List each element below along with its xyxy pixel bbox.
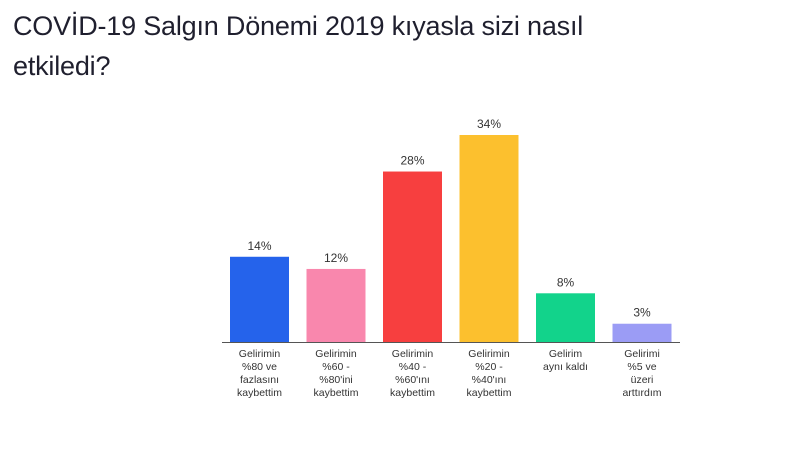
category-label-5: Gelirim aynı kaldı <box>543 348 588 373</box>
category-label-2-line-4: kaybettim <box>314 387 359 399</box>
category-label-1-line-1: Gelirimin <box>239 348 281 360</box>
bar-6 <box>612 323 672 342</box>
bars-group <box>230 135 672 342</box>
value-label-4: 34% <box>477 117 501 131</box>
chart-title-line-1: COVİD-19 Salgın Dönemi 2019 kıyasla sizi… <box>13 11 584 41</box>
category-label-2-line-3: %80'ini <box>319 374 353 386</box>
category-label-5-line-2: aynı kaldı <box>543 361 588 373</box>
value-label-3: 28% <box>400 154 424 168</box>
bar-4 <box>459 135 519 342</box>
category-label-3-line-4: kaybettim <box>390 387 435 399</box>
value-label-5: 8% <box>557 275 575 289</box>
bar-1 <box>230 256 289 342</box>
category-label-4: Gelirimin %20 -%40'ını kaybettim <box>467 348 512 399</box>
category-label-1-line-3: fazlasını <box>240 374 279 386</box>
bar-5 <box>536 293 595 342</box>
bar-3 <box>383 171 442 342</box>
category-label-6-line-1: Gelirimi <box>624 348 660 360</box>
category-label-2-line-1: Gelirimin <box>315 348 357 360</box>
category-label-2: Gelirimin %60 -%80'ini kaybettim <box>314 348 359 399</box>
value-label-2: 12% <box>324 251 348 265</box>
value-label-6: 3% <box>633 306 651 320</box>
category-label-4-line-2: %20 - <box>475 361 503 373</box>
category-label-6-line-2: %5 ve <box>627 361 656 373</box>
category-label-3-line-2: %40 - <box>399 361 427 373</box>
labels-group: 14%Gelirimin %80 ve fazlasını kaybettim12%G… <box>237 117 662 399</box>
category-label-2-line-2: %60 - <box>322 361 350 373</box>
category-label-4-line-3: %40'ını <box>472 374 507 386</box>
category-label-6: Gelirimi %5 ve üzeri arttırdım <box>622 348 661 399</box>
category-label-1-line-2: %80 ve <box>242 361 277 373</box>
chart-title-line-2: etkiledi? <box>13 51 111 81</box>
category-label-6-line-4: arttırdım <box>622 387 661 399</box>
category-label-1-line-4: kaybettim <box>237 387 282 399</box>
bar-2 <box>306 268 366 342</box>
category-label-6-line-3: üzeri <box>631 374 654 386</box>
category-label-1: Gelirimin %80 ve fazlasını kaybettim <box>237 348 282 399</box>
category-label-3: Gelirimin %40 -%60'ını kaybettim <box>390 348 435 399</box>
category-label-4-line-1: Gelirimin <box>468 348 510 360</box>
category-label-4-line-4: kaybettim <box>467 387 512 399</box>
category-label-5-line-1: Gelirim <box>549 348 583 360</box>
category-label-3-line-1: Gelirimin <box>392 348 434 360</box>
chart-title: COVİD-19 Salgın Dönemi 2019 kıyasla sizi… <box>13 6 793 86</box>
category-label-3-line-3: %60'ını <box>395 374 430 386</box>
value-label-1: 14% <box>247 239 271 253</box>
